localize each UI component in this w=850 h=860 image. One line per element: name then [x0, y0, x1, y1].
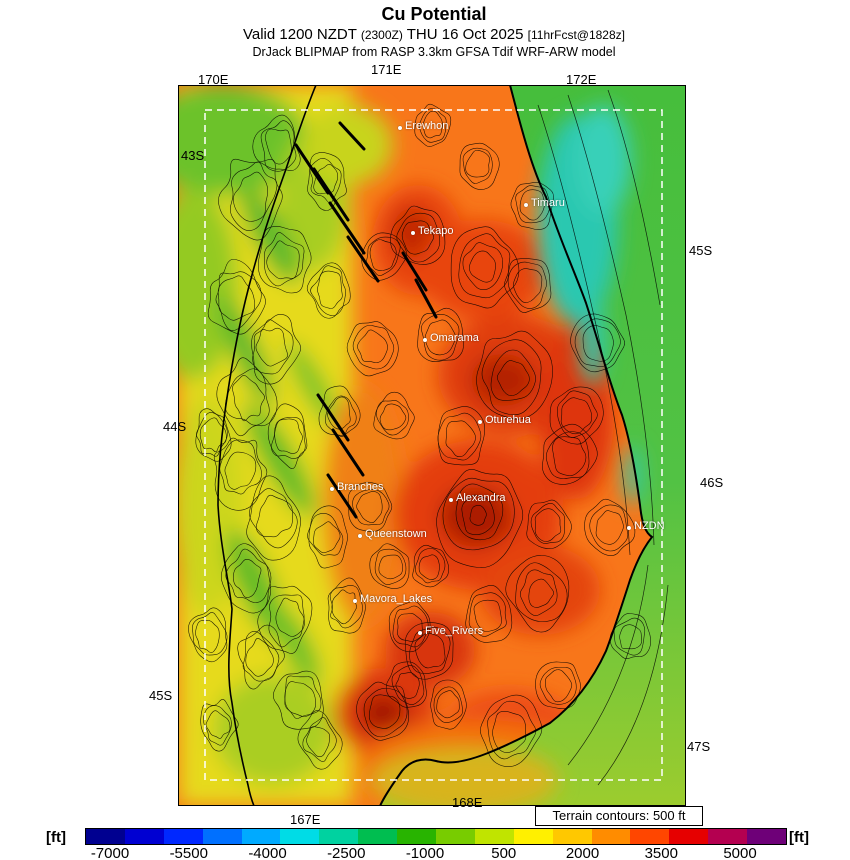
terrain-contours-note: Terrain contours: 500 ft	[535, 806, 703, 826]
city-label-omarama: Omarama	[430, 332, 479, 344]
grid-label-44s: 44S	[163, 419, 187, 434]
city-marker-erewhon	[398, 126, 402, 130]
colorbar-tick: 3500	[644, 845, 678, 860]
valid-date: THU 16 Oct 2025	[406, 26, 524, 43]
valid-fcst: [11hrFcst@1828z]	[527, 28, 625, 42]
colorbar-segment	[552, 829, 592, 844]
grid-label-46s: 46S	[700, 475, 724, 490]
colorbar-segment	[280, 829, 320, 844]
city-marker-branches	[330, 487, 334, 491]
city-label-queenstown: Queenstown	[365, 528, 427, 540]
grid-label-47s: 47S	[687, 739, 711, 754]
valid-line: Valid 1200 NZDT (2300Z) THU 16 Oct 2025 …	[18, 26, 850, 43]
grid-label-170e: 170E	[198, 72, 229, 87]
colorbar-tick: -7000	[90, 845, 130, 860]
ridge-lake-marks	[294, 121, 438, 519]
colorbar-unit-right: [ft]	[789, 829, 809, 846]
city-label-five_rivers: Five_Rivers	[425, 625, 484, 637]
colorbar-tick: -2500	[327, 845, 366, 860]
grid-label-43s: 43S	[181, 148, 205, 163]
city-label-tekapo: Tekapo	[418, 225, 454, 237]
colorbar-segment	[669, 829, 709, 844]
colorbar-segment	[163, 829, 203, 844]
terrain-contour-lines	[188, 103, 651, 770]
model-domain-boundary	[204, 109, 663, 781]
map-canvas: Terrain contours: 500 ft Erewhon Timaru Te…	[178, 85, 703, 826]
colorbar-segment	[630, 829, 670, 844]
grid-label-172e: 172E	[566, 72, 597, 87]
colorbar-segment	[241, 829, 281, 844]
valid-zulu: (2300Z)	[360, 28, 403, 42]
colorbar-segment	[358, 829, 398, 844]
model-line: DrJack BLIPMAP from RASP 3.3km GFSA Tdif…	[252, 45, 616, 59]
colorbar: [ft] [ft] -7000 -5500 -4000 -2500 -1000 500 20…	[0, 822, 850, 860]
grid-label-168e: 168E	[452, 795, 483, 810]
map-frame	[178, 85, 686, 806]
colorbar-gradient	[85, 828, 787, 845]
grid-label-45s: 45S	[149, 688, 173, 703]
grid-label-167e: 167E	[290, 812, 321, 827]
page-title: Cu Potential	[381, 4, 487, 24]
colorbar-segment	[436, 829, 475, 844]
colorbar-segment	[591, 829, 631, 844]
city-label-erewhon: Erewhon	[405, 120, 449, 132]
city-label-branches: Branches	[337, 481, 384, 493]
city-label-alexandra: Alexandra	[456, 492, 506, 504]
city-label-nzdn: NZDN	[634, 520, 665, 532]
colorbar-segment	[397, 829, 437, 844]
map-graphic	[178, 85, 686, 806]
city-marker-alexandra	[449, 498, 453, 502]
colorbar-tick: -1000	[405, 845, 445, 860]
coastline-east	[379, 85, 654, 806]
colorbar-segment	[202, 829, 242, 844]
colorbar-tick: 5000	[723, 845, 757, 860]
grid-label-45s: 45S	[689, 243, 713, 258]
valid-prefix: Valid 1200 NZDT	[242, 26, 357, 43]
city-marker-nzdn	[627, 526, 631, 530]
coastline-west	[217, 85, 317, 806]
city-marker-tekapo	[411, 231, 415, 235]
city-label-timaru: Timaru	[531, 197, 565, 209]
colorbar-segment	[319, 829, 359, 844]
colorbar-segment	[747, 829, 787, 844]
terrain-contours-text: Terrain contours: 500 ft	[552, 808, 686, 823]
colorbar-segment	[86, 829, 125, 844]
grid-label-171e: 171E	[371, 62, 402, 77]
colorbar-segment	[474, 829, 514, 844]
city-marker-mavora_lakes	[353, 599, 357, 603]
city-marker-five_rivers	[418, 631, 422, 635]
plains-contour-lines	[537, 89, 669, 786]
city-label-oturehua: Oturehua	[485, 414, 531, 426]
colorbar-tick: 500	[491, 845, 517, 860]
city-marker-timaru	[524, 203, 528, 207]
colorbar-unit-left: [ft]	[46, 829, 66, 846]
city-label-mavora_lakes: Mavora_Lakes	[360, 593, 433, 605]
city-marker-queenstown	[358, 534, 362, 538]
colorbar-ticks: -7000 -5500 -4000 -2500 -1000 500 2000 3500 5000	[0, 822, 850, 860]
city-marker-oturehua	[478, 420, 482, 424]
header: Cu Potential Valid 1200 NZDT (2300Z) THU…	[0, 0, 850, 59]
colorbar-segment	[513, 829, 553, 844]
colorbar-tick: 2000	[565, 845, 600, 860]
colorbar-tick: -5500	[169, 845, 208, 860]
colorbar-tick: -4000	[248, 845, 287, 860]
colorbar-segment	[124, 829, 164, 844]
colorbar-segment	[708, 829, 748, 844]
city-marker-omarama	[423, 338, 427, 342]
